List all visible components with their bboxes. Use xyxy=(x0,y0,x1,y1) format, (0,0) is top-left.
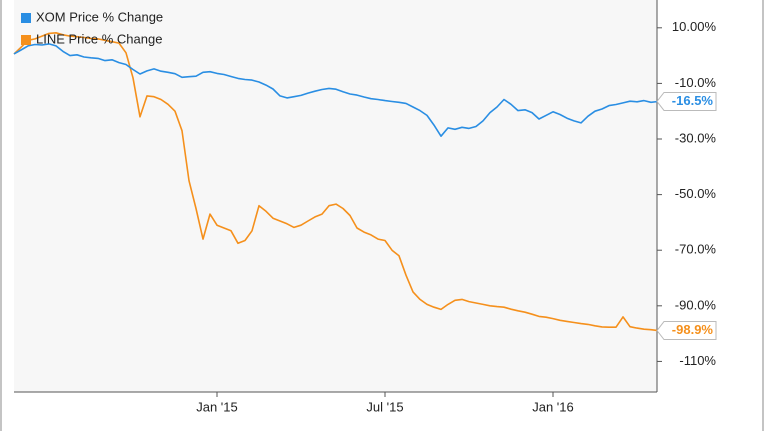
end-label-box xyxy=(656,321,717,341)
y-tick-label: -110% xyxy=(679,353,716,368)
series-line xyxy=(13,43,659,137)
legend-label: XOM Price % Change xyxy=(36,9,163,24)
end-label: -98.9% xyxy=(672,322,714,337)
series-line xyxy=(13,31,659,332)
end-label-box xyxy=(656,91,717,111)
plot-area xyxy=(14,0,657,392)
end-label: -16.5% xyxy=(672,93,714,108)
legend-swatch xyxy=(21,35,31,45)
legend-swatch xyxy=(21,13,31,23)
y-tick-label: -90.0% xyxy=(675,297,717,312)
x-tick-label: Jul '15 xyxy=(366,399,403,414)
x-tick-label: Jan '15 xyxy=(196,399,238,414)
y-tick-label: -50.0% xyxy=(675,186,717,201)
y-tick-label: -30.0% xyxy=(675,130,717,145)
y-tick-label: -70.0% xyxy=(675,242,717,257)
y-tick-label: -10.0% xyxy=(675,75,717,90)
x-tick-label: Jan '16 xyxy=(532,399,574,414)
legend-label: LINE Price % Change xyxy=(36,31,162,46)
y-tick-label: 10.00% xyxy=(672,19,717,34)
